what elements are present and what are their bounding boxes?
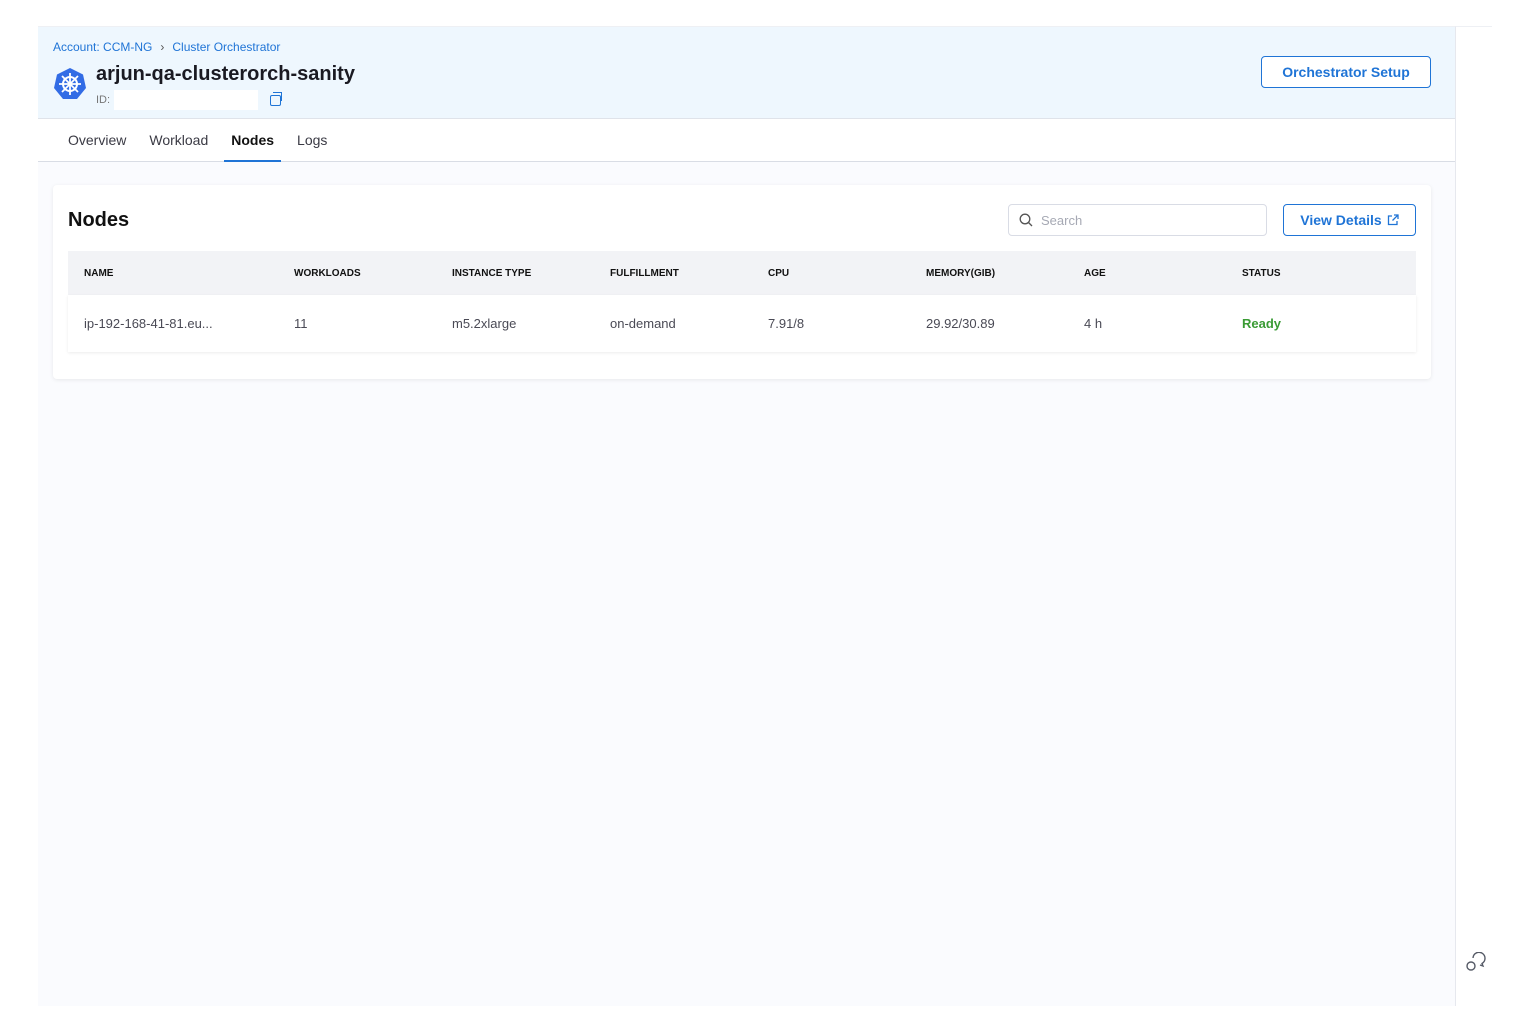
col-workloads[interactable]: WORKLOADS <box>294 267 361 279</box>
search-input[interactable] <box>1041 212 1241 228</box>
chat-icon[interactable] <box>1464 952 1486 974</box>
view-details-button[interactable]: View Details <box>1283 204 1416 236</box>
cell-age: 4 h <box>1084 316 1103 331</box>
table-row[interactable]: ip-192-168-41-81.eu... 11 m5.2xlarge on-… <box>68 295 1416 352</box>
cell-workloads: 11 <box>294 316 308 331</box>
divider <box>1456 26 1492 27</box>
chevron-right-icon: › <box>160 40 165 54</box>
tab-bar: Overview Workload Nodes Logs <box>38 119 1455 162</box>
col-cpu[interactable]: CPU <box>768 267 790 279</box>
status-badge: Ready <box>1242 316 1282 331</box>
tab-overview[interactable]: Overview <box>68 132 127 148</box>
page-title: arjun-qa-clusterorch-sanity <box>96 63 355 85</box>
orchestrator-setup-button[interactable]: Orchestrator Setup <box>1261 56 1431 88</box>
view-details-label: View Details <box>1300 212 1382 228</box>
search-icon <box>1019 213 1033 227</box>
cell-cpu: 7.91/8 <box>768 316 805 331</box>
col-instance-type[interactable]: INSTANCE TYPE <box>452 267 532 279</box>
cluster-id: ID: <box>96 90 283 110</box>
nodes-title: Nodes <box>68 209 130 231</box>
cell-name: ip-192-168-41-81.eu... <box>84 316 213 331</box>
tab-workload[interactable]: Workload <box>149 132 209 148</box>
col-memory[interactable]: MEMORY(GIB) <box>926 267 996 279</box>
table-header: NAME WORKLOADS INSTANCE TYPE FULFILLMENT… <box>68 251 1416 295</box>
cell-instance-type: m5.2xlarge <box>452 316 517 331</box>
col-age[interactable]: AGE <box>1084 267 1106 279</box>
breadcrumb-account[interactable]: Account: CCM-NG <box>53 40 153 54</box>
col-status[interactable]: STATUS <box>1242 267 1281 279</box>
kubernetes-icon <box>54 68 86 99</box>
copy-icon[interactable] <box>270 91 283 106</box>
page-header: Account: CCM-NG › Cluster Orchestrator a… <box>38 27 1455 119</box>
col-name[interactable]: NAME <box>84 267 114 279</box>
col-fulfillment[interactable]: FULFILLMENT <box>610 267 679 279</box>
cell-fulfillment: on-demand <box>610 316 676 331</box>
id-value <box>114 90 259 110</box>
nodes-card: Nodes View Details NAME WORKLOADS INSTAN… <box>53 185 1431 379</box>
cell-memory: 29.92/30.89 <box>926 316 995 331</box>
app: Account: CCM-NG › Cluster Orchestrator a… <box>38 26 1456 1006</box>
search-box[interactable] <box>1008 204 1267 236</box>
tab-nodes[interactable]: Nodes <box>224 119 281 162</box>
external-link-icon <box>1387 214 1399 226</box>
breadcrumb-cluster-orchestrator[interactable]: Cluster Orchestrator <box>172 40 281 54</box>
breadcrumb: Account: CCM-NG › Cluster Orchestrator <box>53 40 280 54</box>
tab-logs[interactable]: Logs <box>297 132 328 148</box>
id-label: ID: <box>96 94 111 106</box>
